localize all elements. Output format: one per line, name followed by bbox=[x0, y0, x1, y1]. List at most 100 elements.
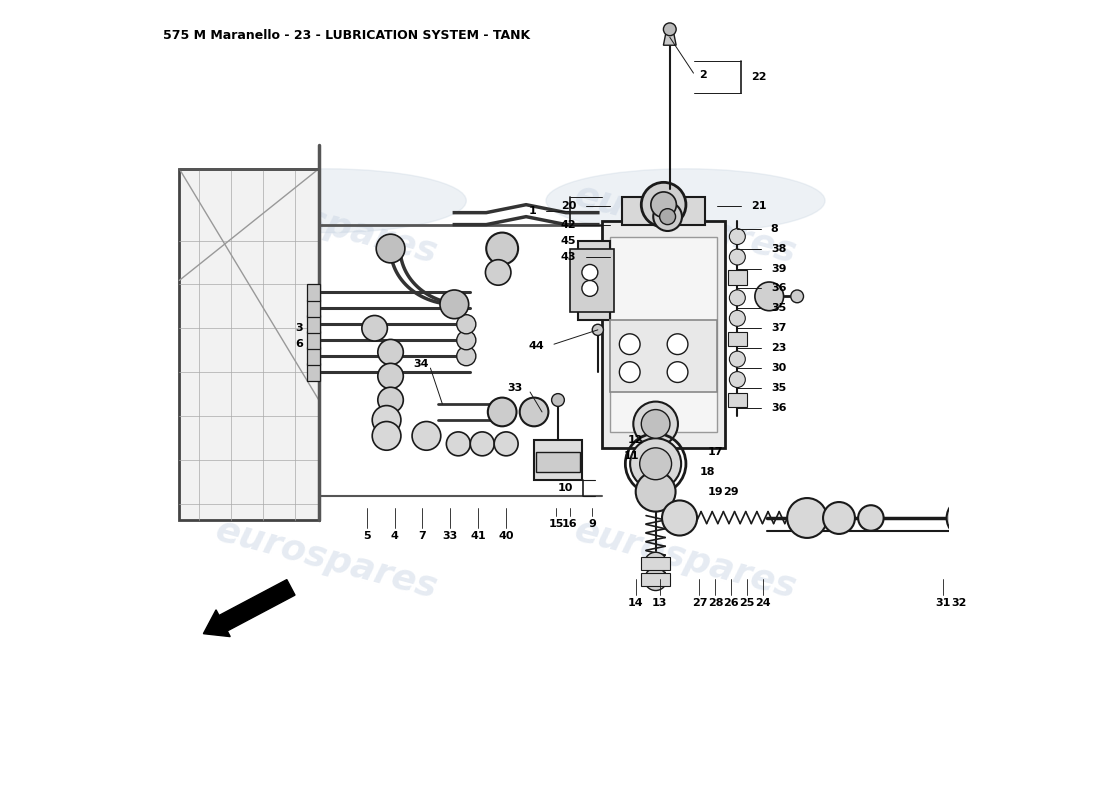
Text: 42: 42 bbox=[561, 220, 576, 230]
Circle shape bbox=[755, 282, 783, 310]
Circle shape bbox=[372, 422, 400, 450]
Circle shape bbox=[582, 265, 597, 281]
Circle shape bbox=[663, 23, 676, 36]
Circle shape bbox=[377, 363, 404, 389]
Circle shape bbox=[729, 229, 746, 245]
Text: 21: 21 bbox=[751, 202, 767, 211]
Text: 30: 30 bbox=[771, 363, 786, 374]
Text: 33: 33 bbox=[442, 530, 458, 541]
Text: 23: 23 bbox=[771, 343, 786, 354]
Text: 7: 7 bbox=[419, 530, 427, 541]
Circle shape bbox=[641, 182, 686, 227]
Bar bbox=[641, 557, 670, 570]
Text: 24: 24 bbox=[756, 598, 771, 608]
Circle shape bbox=[668, 362, 688, 382]
Text: 38: 38 bbox=[771, 243, 786, 254]
Circle shape bbox=[377, 387, 404, 413]
Circle shape bbox=[660, 209, 675, 225]
Text: eurospares: eurospares bbox=[571, 178, 801, 270]
Circle shape bbox=[729, 310, 746, 326]
Bar bbox=[609, 320, 717, 392]
Circle shape bbox=[377, 339, 404, 365]
Text: 29: 29 bbox=[724, 486, 739, 497]
Bar bbox=[307, 315, 320, 333]
Text: 12: 12 bbox=[628, 435, 643, 445]
Circle shape bbox=[551, 394, 564, 406]
Ellipse shape bbox=[187, 169, 466, 233]
Bar bbox=[609, 237, 717, 432]
Text: 35: 35 bbox=[771, 383, 786, 394]
Text: 16: 16 bbox=[562, 518, 578, 529]
Circle shape bbox=[641, 410, 670, 438]
Circle shape bbox=[456, 330, 476, 350]
Circle shape bbox=[362, 315, 387, 341]
Circle shape bbox=[640, 448, 672, 480]
Circle shape bbox=[729, 290, 746, 306]
Circle shape bbox=[592, 324, 604, 335]
Circle shape bbox=[972, 504, 1001, 532]
Circle shape bbox=[947, 498, 987, 538]
Circle shape bbox=[668, 334, 688, 354]
Text: 37: 37 bbox=[771, 323, 786, 334]
Text: 6: 6 bbox=[295, 339, 302, 349]
Text: 13: 13 bbox=[652, 598, 668, 608]
Polygon shape bbox=[663, 34, 676, 46]
Circle shape bbox=[619, 334, 640, 354]
Text: 40: 40 bbox=[498, 530, 514, 541]
Text: 8: 8 bbox=[771, 223, 779, 234]
Circle shape bbox=[440, 290, 469, 318]
Text: 11: 11 bbox=[624, 451, 640, 461]
Text: 14: 14 bbox=[628, 598, 643, 608]
Circle shape bbox=[651, 192, 676, 218]
Circle shape bbox=[486, 233, 518, 265]
Circle shape bbox=[494, 432, 518, 456]
Circle shape bbox=[630, 438, 681, 490]
Circle shape bbox=[662, 501, 697, 535]
Bar bbox=[602, 221, 725, 448]
Circle shape bbox=[487, 398, 517, 426]
Circle shape bbox=[990, 509, 1010, 527]
Text: 43: 43 bbox=[561, 251, 576, 262]
Circle shape bbox=[858, 506, 883, 530]
Text: 1: 1 bbox=[529, 206, 537, 216]
Circle shape bbox=[636, 472, 675, 512]
Text: 575 M Maranello - 23 - LUBRICATION SYSTEM - TANK: 575 M Maranello - 23 - LUBRICATION SYSTE… bbox=[163, 30, 530, 42]
Bar bbox=[307, 284, 320, 301]
Bar bbox=[535, 440, 582, 480]
Bar bbox=[728, 270, 747, 285]
Text: 5: 5 bbox=[363, 530, 371, 541]
Bar bbox=[728, 393, 747, 407]
Circle shape bbox=[619, 362, 640, 382]
Text: 10: 10 bbox=[558, 482, 573, 493]
Circle shape bbox=[447, 432, 471, 456]
Circle shape bbox=[645, 552, 667, 574]
Bar bbox=[641, 573, 670, 586]
Text: 44: 44 bbox=[529, 341, 544, 350]
Circle shape bbox=[791, 290, 803, 302]
Circle shape bbox=[372, 406, 400, 434]
Text: 19: 19 bbox=[707, 486, 723, 497]
Text: 26: 26 bbox=[724, 598, 739, 608]
Text: 2: 2 bbox=[700, 70, 707, 80]
Text: 35: 35 bbox=[771, 303, 786, 314]
Circle shape bbox=[485, 260, 510, 286]
Bar bbox=[307, 363, 320, 381]
Text: 39: 39 bbox=[771, 263, 786, 274]
Text: 45: 45 bbox=[561, 235, 576, 246]
Ellipse shape bbox=[546, 169, 825, 233]
Text: 22: 22 bbox=[751, 72, 767, 82]
Text: 27: 27 bbox=[692, 598, 707, 608]
Text: 17: 17 bbox=[707, 447, 723, 457]
Circle shape bbox=[376, 234, 405, 263]
Circle shape bbox=[788, 498, 827, 538]
Text: 34: 34 bbox=[414, 359, 429, 369]
Text: eurospares: eurospares bbox=[212, 514, 441, 606]
Bar bbox=[179, 169, 319, 519]
Text: eurospares: eurospares bbox=[212, 178, 441, 270]
Bar bbox=[307, 347, 320, 365]
Text: 4: 4 bbox=[390, 530, 398, 541]
Bar bbox=[621, 197, 705, 225]
Circle shape bbox=[634, 402, 678, 446]
FancyArrow shape bbox=[204, 579, 295, 637]
Text: 41: 41 bbox=[471, 530, 486, 541]
